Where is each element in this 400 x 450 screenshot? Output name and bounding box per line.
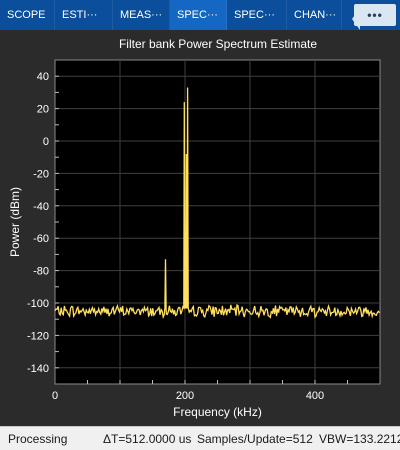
ellipsis-icon: ••• xyxy=(367,8,383,22)
x-axis-label: Frequency (kHz) xyxy=(173,405,262,419)
y-tick-label: -60 xyxy=(33,233,49,245)
more-tabs-area: ••• xyxy=(348,0,400,30)
tab-channel[interactable]: CHAN··· xyxy=(287,0,342,30)
status-state: Processing xyxy=(8,432,68,446)
spectrum-plot-area[interactable]: Filter bank Power Spectrum Estimate 40 20… xyxy=(0,30,400,426)
tab-measurements[interactable]: MEAS··· xyxy=(113,0,170,30)
spectrum-trace xyxy=(54,87,381,320)
more-tabs-notch xyxy=(352,8,360,30)
chart-title: Filter bank Power Spectrum Estimate xyxy=(119,37,317,51)
tab-spectrum-2[interactable]: SPEC··· xyxy=(227,0,287,30)
y-tick-label: -20 xyxy=(33,168,49,180)
axes-background xyxy=(54,59,381,385)
tab-estimation[interactable]: ESTI··· xyxy=(55,0,113,30)
tab-strip: SCOPE ESTI··· MEAS··· SPEC··· SPEC··· CH… xyxy=(0,0,400,30)
x-tick-label: 0 xyxy=(52,390,58,402)
y-tick-label: -140 xyxy=(27,363,49,375)
status-vbw: VBW=133.2212 xyxy=(319,432,400,446)
status-samples-per-update: Samples/Update=512 xyxy=(197,432,313,446)
y-tick-label: -80 xyxy=(33,266,49,278)
y-tick-label: -120 xyxy=(27,330,49,342)
more-tabs-button[interactable]: ••• xyxy=(352,4,396,30)
status-bar: Processing ΔT=512.0000 us Samples/Update… xyxy=(0,426,400,450)
y-tick-label: 0 xyxy=(43,136,49,148)
tab-spectrum-active[interactable]: SPEC··· xyxy=(170,0,227,30)
y-tick-label: -40 xyxy=(33,201,49,213)
grid-lines xyxy=(55,60,380,384)
x-tick-label: 400 xyxy=(306,390,324,402)
y-axis-label: Power (dBm) xyxy=(8,187,22,257)
y-tick-label: 40 xyxy=(37,71,49,83)
spectrum-chart[interactable]: Filter bank Power Spectrum Estimate 40 20… xyxy=(0,30,400,426)
y-tick-label: -100 xyxy=(27,298,49,310)
y-tick-label: 20 xyxy=(37,104,49,116)
status-delta-t: ΔT=512.0000 us xyxy=(103,432,192,446)
x-tick-label: 200 xyxy=(176,390,194,402)
tab-scope[interactable]: SCOPE xyxy=(0,0,55,30)
